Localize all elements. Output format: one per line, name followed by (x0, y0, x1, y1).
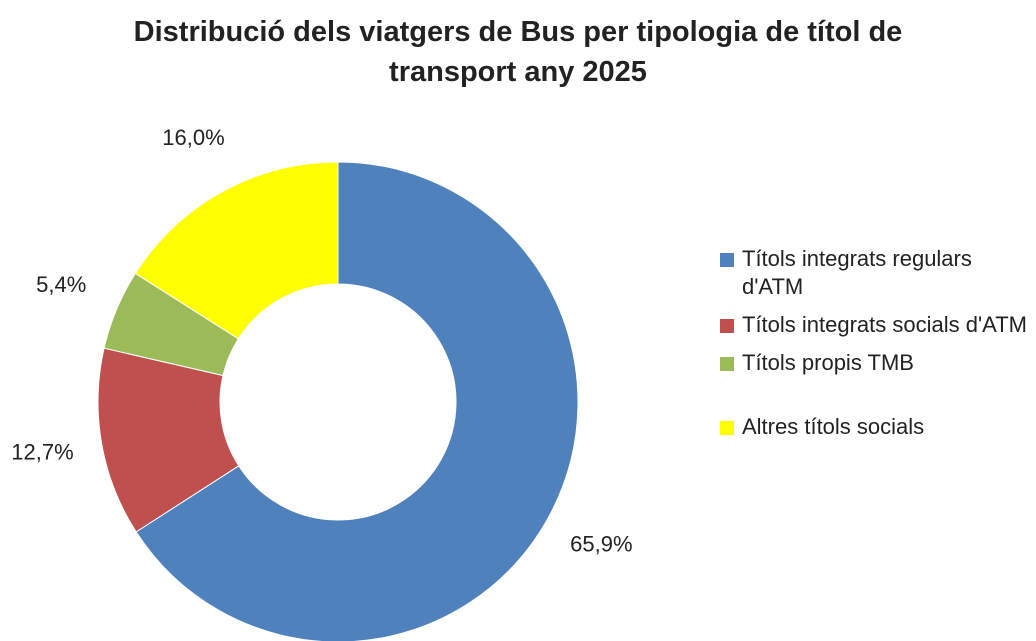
legend-item: Títols integrats regulars d'ATM (720, 245, 1036, 301)
slice (134, 161, 339, 340)
legend-item: Títols propis TMB (720, 349, 1036, 377)
legend-label: Títols integrats regulars d'ATM (742, 246, 972, 299)
slice (135, 161, 579, 641)
legend-label: Altres títols socials (742, 414, 925, 439)
legend-item: Títols integrats socials d'ATM (720, 311, 1036, 339)
legend-swatch (720, 421, 734, 435)
data-label: 16,0% (162, 125, 224, 150)
legend-label: Títols integrats socials d'ATM (742, 312, 1027, 337)
legend-swatch (720, 319, 734, 333)
legend: Títols integrats regulars d'ATM Títols in… (720, 245, 1036, 441)
legend-swatch (720, 357, 734, 371)
data-label: 12,7% (11, 439, 73, 464)
chart-title: Distribució dels viatgers de Bus per tip… (133, 16, 903, 88)
legend-label: Títols propis TMB (742, 350, 914, 375)
data-label: 65,9% (570, 532, 632, 557)
data-label: 5,4% (36, 272, 86, 297)
legend-item: Altres títols socials (720, 413, 1036, 441)
legend-swatch (720, 253, 734, 267)
